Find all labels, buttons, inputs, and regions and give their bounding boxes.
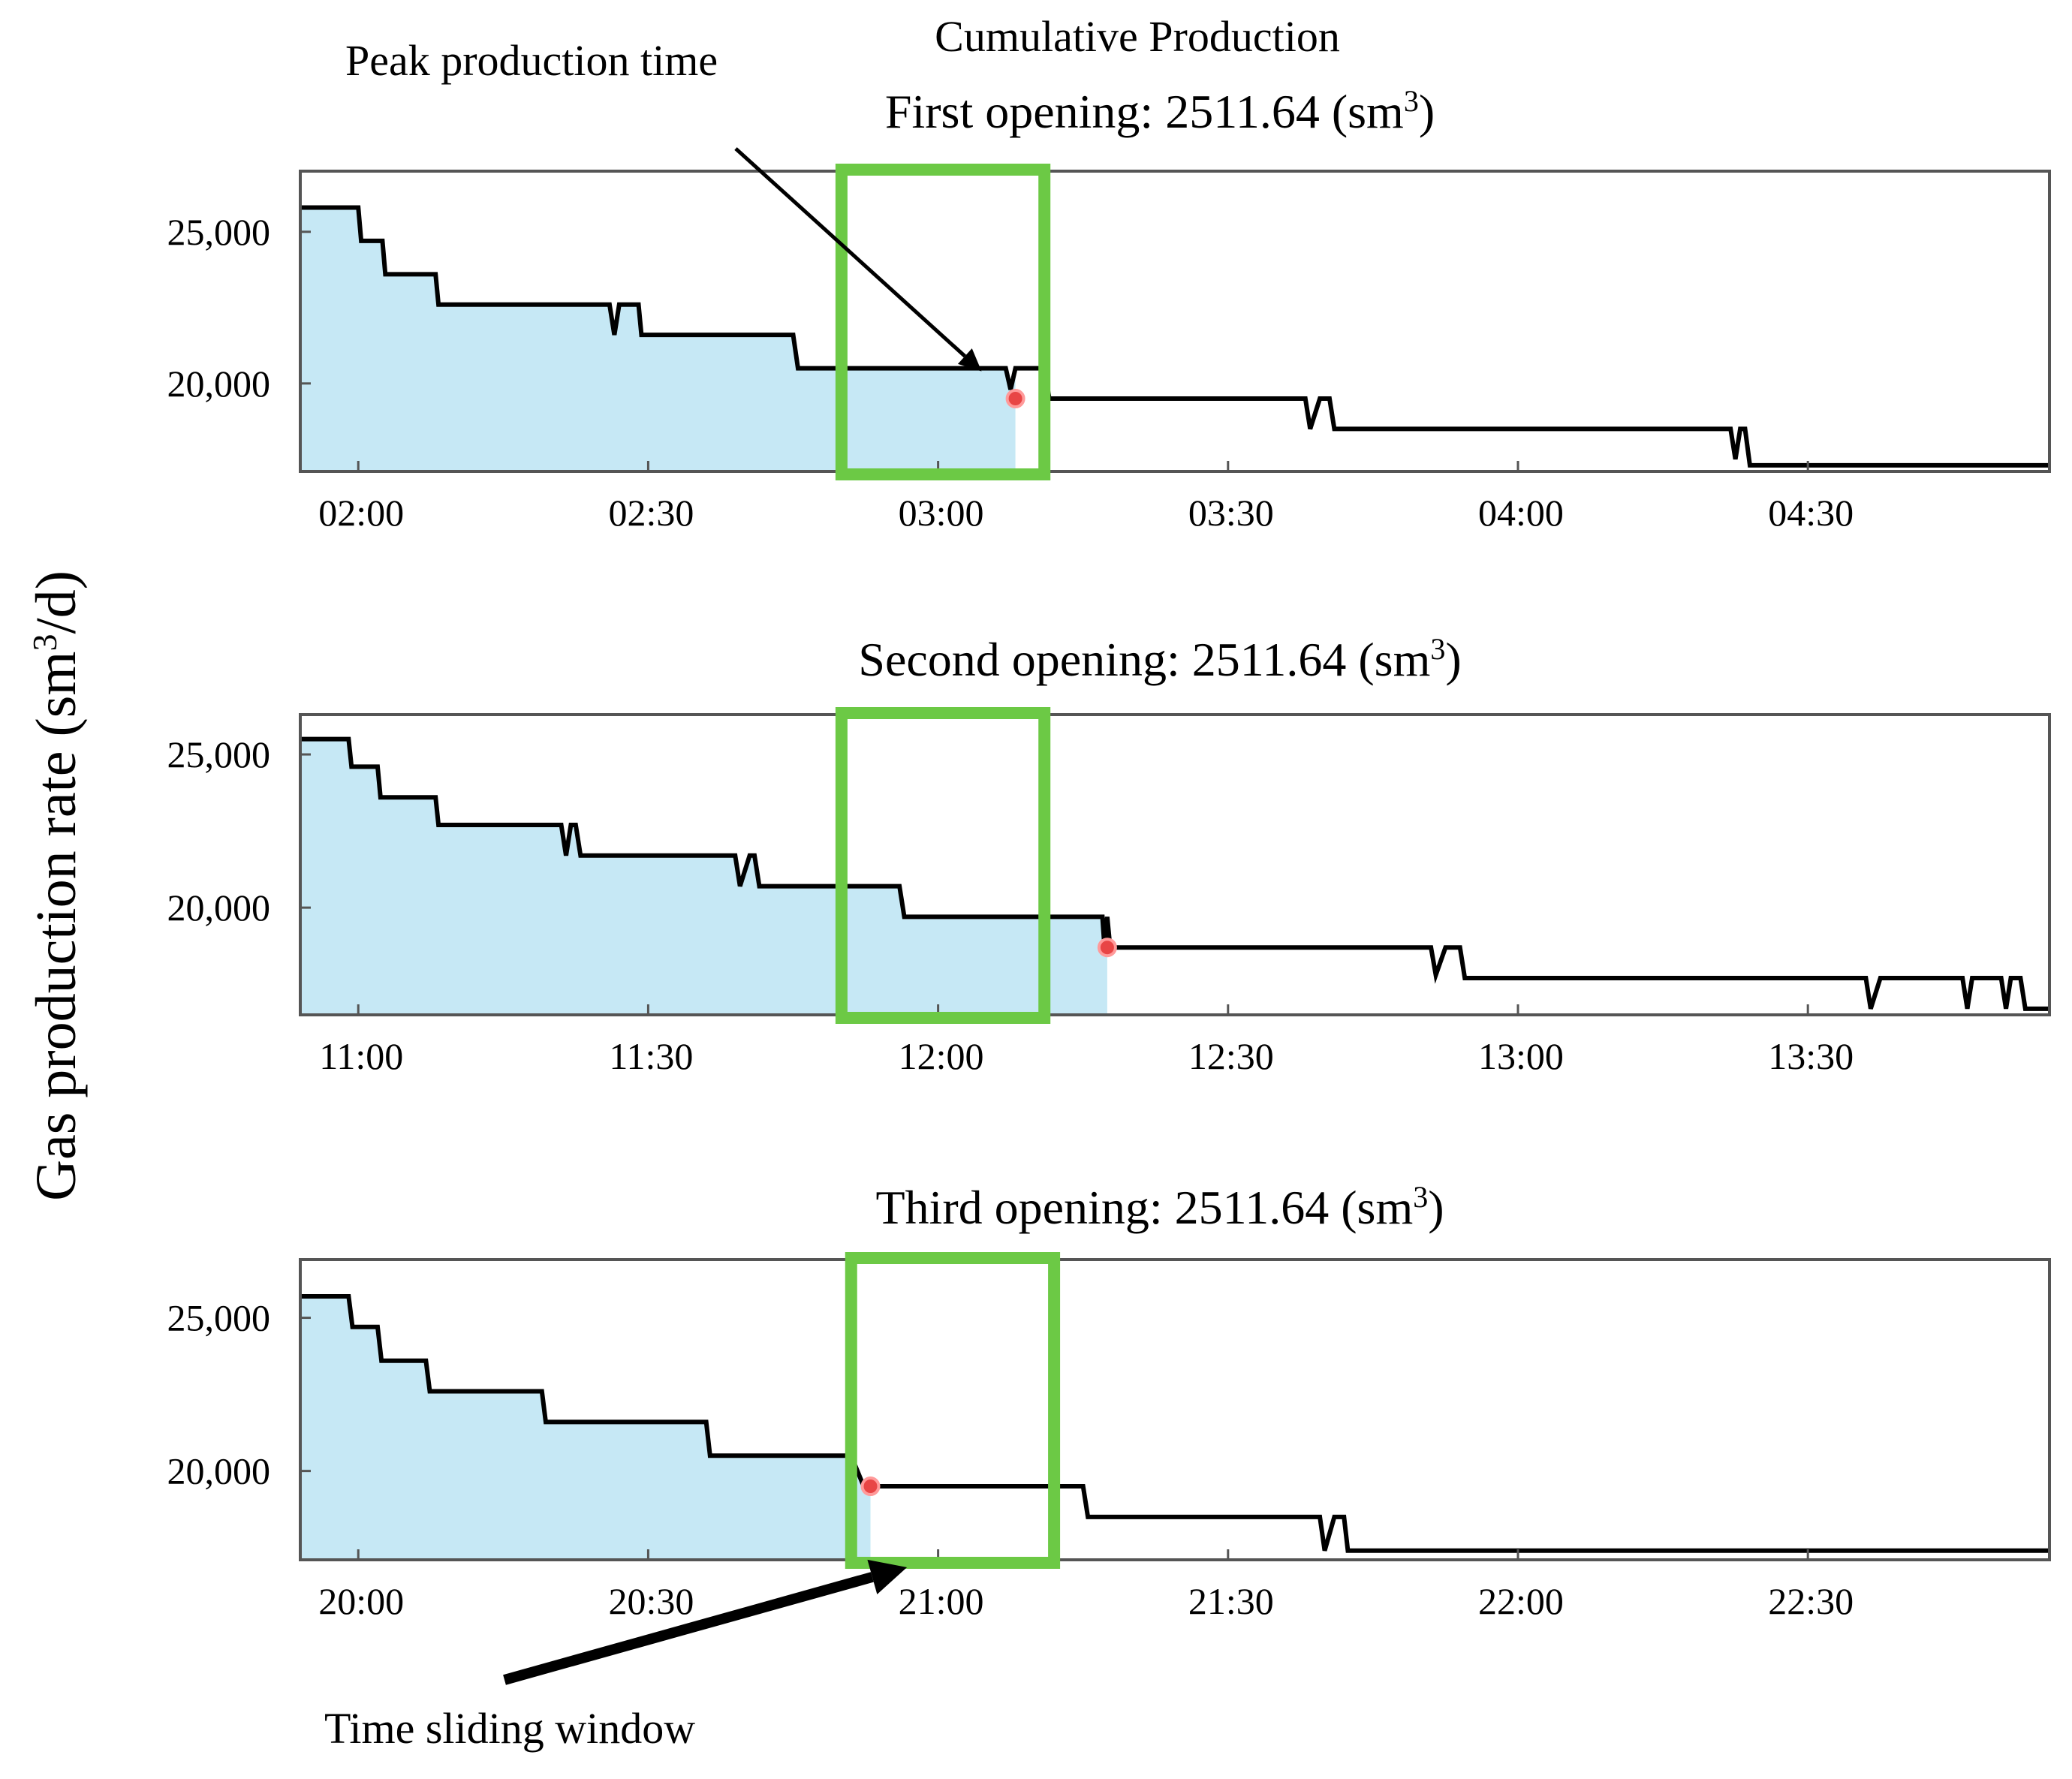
- y-tick-label: 25,000: [167, 1297, 271, 1339]
- window-arrow-head: [867, 1559, 908, 1595]
- panel-first-opening: First opening: 2511.64 (sm3) 02:00 02:30 03…: [167, 84, 2051, 534]
- x-tick-label: 12:00: [899, 1035, 984, 1077]
- y-tick-label: 20,000: [167, 886, 271, 929]
- x-tick-label: 12:30: [1188, 1035, 1274, 1077]
- y-tick-label: 20,000: [167, 1450, 271, 1492]
- x-tick-label: 22:30: [1768, 1580, 1854, 1622]
- x-tick-label: 13:00: [1478, 1035, 1564, 1077]
- gas-rate-line: [300, 736, 2049, 1011]
- current-point-marker: [860, 1476, 881, 1497]
- time-window-box: [835, 707, 1051, 1024]
- panel-title-first: First opening: 2511.64 (sm3): [885, 84, 1435, 139]
- current-point-marker: [1005, 389, 1025, 409]
- peak-production-time-label: Peak production time: [345, 36, 718, 85]
- x-tick-label: 04:30: [1768, 492, 1854, 534]
- x-tick-label: 11:00: [319, 1035, 403, 1077]
- peak-arrow: [734, 147, 966, 358]
- x-tick-label: 20:00: [318, 1580, 404, 1622]
- panel-title-second: Second opening: 2511.64 (sm3): [858, 632, 1461, 687]
- window-arrow: [503, 1572, 874, 1685]
- plot-frame: [299, 713, 2051, 1016]
- x-tick-label: 04:00: [1478, 492, 1564, 534]
- cumulative-production-header: Cumulative Production: [935, 12, 1340, 61]
- x-tick-label: 02:30: [608, 492, 694, 534]
- cumulative-fill-area: [300, 207, 1016, 471]
- y-tick-label: 20,000: [167, 363, 271, 405]
- time-sliding-window-label: Time sliding window: [324, 1704, 695, 1753]
- x-tick-label: 11:30: [609, 1035, 693, 1077]
- y-axis-label: Gas production rate (sm3/d): [25, 570, 88, 1201]
- panel-third-opening: Third opening: 2511.64 (sm3) 20:00 20:30 21…: [167, 1180, 2051, 1622]
- cumulative-fill-area: [300, 739, 1107, 1015]
- cumulative-fill-area: [300, 1296, 871, 1560]
- plot-frame: [299, 170, 2051, 473]
- time-window-box: [835, 164, 1051, 480]
- x-tick-label: 02:00: [318, 492, 404, 534]
- x-tick-label: 21:30: [1188, 1580, 1274, 1622]
- panel-second-opening: Second opening: 2511.64 (sm3) 11:00 11:30 1…: [167, 632, 2051, 1077]
- x-tick-label: 13:30: [1768, 1035, 1854, 1077]
- x-tick-label: 22:00: [1478, 1580, 1564, 1622]
- plot-frame: [299, 1258, 2051, 1561]
- x-tick-label: 03:00: [899, 492, 984, 534]
- y-tick-label: 25,000: [167, 211, 271, 253]
- panel-title-third: Third opening: 2511.64 (sm3): [875, 1180, 1444, 1235]
- gas-rate-line: [300, 205, 2049, 468]
- gas-rate-line: [300, 1293, 2049, 1553]
- current-point-marker: [1097, 938, 1117, 958]
- peak-arrow-head: [957, 348, 982, 372]
- y-tick-label: 25,000: [167, 733, 271, 775]
- x-tick-label: 20:30: [608, 1580, 694, 1622]
- time-window-box: [845, 1252, 1061, 1569]
- x-tick-label: 03:30: [1188, 492, 1274, 534]
- x-tick-label: 21:00: [899, 1580, 984, 1622]
